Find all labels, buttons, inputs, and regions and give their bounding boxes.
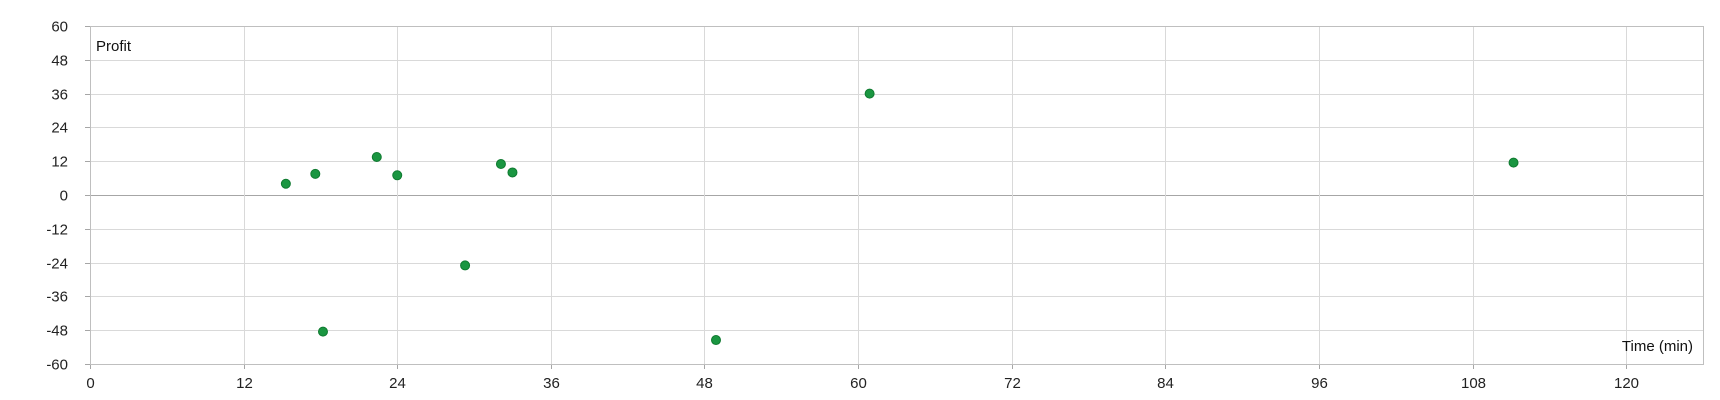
data-point [1508,157,1519,168]
y-tick-label: 60 [51,19,68,36]
data-point [310,168,321,179]
data-point [460,260,471,271]
y-tick-label: -24 [46,256,68,273]
plot-area-border [90,26,1704,365]
data-point [507,167,518,178]
data-point [317,326,328,337]
x-tick-label: 84 [1157,375,1174,392]
x-axis-title: Time (min) [1622,338,1693,355]
x-tick-label: 96 [1311,375,1328,392]
grid-lines [90,26,1703,364]
y-tick-label: -48 [46,323,68,340]
y-axis-title: Profit [96,38,132,55]
x-tick-label: 108 [1461,375,1486,392]
data-point [710,335,721,346]
axes [85,26,1704,369]
x-tick-label: 0 [86,375,94,392]
x-tick-label: 72 [1004,375,1021,392]
data-point [371,151,382,162]
x-tick-label: 36 [543,375,560,392]
x-tick-label: 24 [389,375,406,392]
y-tick-label: -12 [46,222,68,239]
y-tick-label: 12 [51,154,68,171]
data-point [864,88,875,99]
y-tick-label: 0 [60,188,68,205]
y-tick-label: 24 [51,120,68,137]
data-point [495,159,506,170]
x-tick-label: 120 [1614,375,1639,392]
x-tick-label: 60 [850,375,867,392]
y-tick-label: -36 [46,289,68,306]
data-point [392,170,403,181]
data-point [280,178,291,189]
y-tick-label: 48 [51,53,68,70]
y-tick-label: 36 [51,87,68,104]
data-points [280,88,1519,346]
y-tick-label: -60 [46,357,68,374]
x-tick-label: 48 [696,375,713,392]
x-tick-label: 12 [236,375,253,392]
